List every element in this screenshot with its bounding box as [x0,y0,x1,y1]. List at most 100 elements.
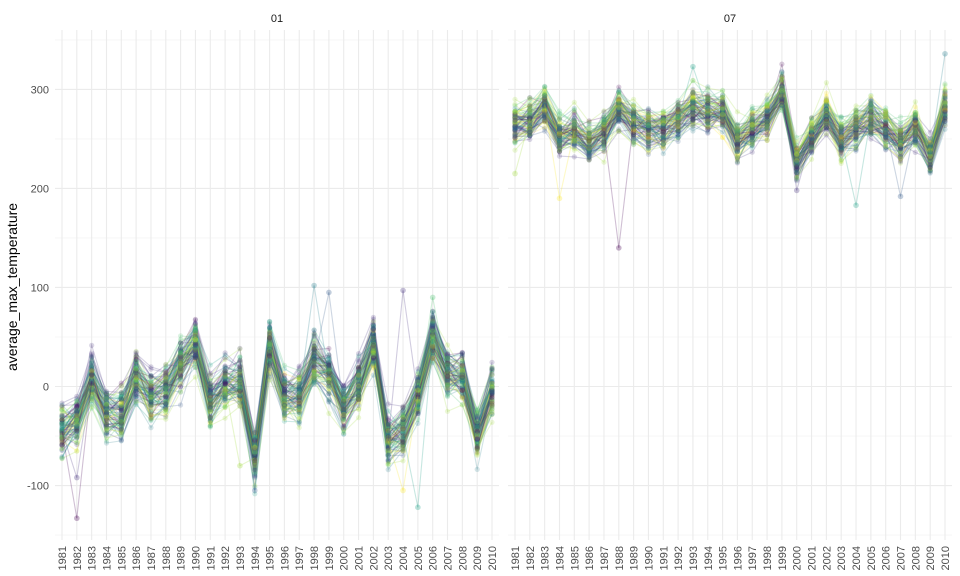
series-line [514,89,946,156]
data-point [296,384,302,390]
series-line [61,321,493,449]
data-point [385,443,391,449]
data-point [430,318,436,324]
data-point [133,367,139,373]
data-point [281,405,287,411]
series-line [514,89,946,155]
data-point [237,369,243,375]
data-point [118,414,124,420]
series-line [514,105,946,179]
data-point [89,380,95,386]
data-point [89,403,95,410]
series-line [514,74,946,163]
data-point [148,399,154,405]
data-point [192,338,198,344]
data-point [601,109,607,115]
data-point [415,408,421,415]
data-point [370,354,376,360]
data-point [118,406,124,412]
series-line [514,90,946,159]
series-line [514,83,946,163]
data-point [444,364,451,370]
data-point [459,402,465,408]
series-line [514,106,946,174]
data-point [148,388,154,394]
data-point [192,325,198,331]
data-point [74,433,80,439]
data-point [571,154,577,160]
data-point [474,430,480,436]
data-point [148,364,154,370]
data-point [118,422,124,428]
data-point [370,348,376,354]
data-point [415,376,421,382]
data-point [370,372,376,378]
data-point [459,393,465,399]
data-point [103,417,110,423]
data-point [430,351,436,357]
data-point [267,335,273,341]
data-point [489,359,495,365]
data-point [897,119,904,125]
series-line [514,94,946,181]
data-point [385,431,391,437]
series-line [61,329,493,459]
data-point [705,88,711,95]
data-point [444,351,451,357]
data-point [148,400,154,406]
data-point [74,448,80,454]
data-point [311,375,317,381]
data-point [178,336,184,342]
data-point [207,395,213,401]
data-point [474,406,480,412]
data-point [133,356,139,362]
data-point [252,491,258,497]
series-line [61,329,493,451]
data-point [237,375,243,381]
data-point [207,392,213,398]
data-point [178,358,184,364]
data-point [148,372,154,379]
data-point [237,398,243,404]
data-point [281,413,287,419]
data-point [178,362,184,368]
data-point [89,372,95,378]
data-point [252,442,258,448]
data-point [178,353,184,359]
series-line [514,87,946,172]
data-point [59,419,65,425]
data-point [356,395,362,401]
data-point [415,399,421,405]
data-point [89,379,95,385]
data-point [296,410,302,416]
series-line [514,87,946,153]
data-point [207,400,213,406]
data-point [103,423,110,429]
data-point [341,391,347,397]
series-line [61,341,493,472]
series-line [61,350,493,478]
series-line [61,327,493,465]
data-point [59,412,65,418]
data-point [207,423,213,429]
data-point [267,319,273,326]
data-point [89,387,95,394]
data-point [59,456,65,462]
data-point [192,343,198,349]
series-line [514,97,946,159]
data-point [222,392,228,398]
data-point [222,386,228,392]
series-line [514,88,946,163]
data-point [430,323,436,329]
data-point [207,402,213,408]
data-point [415,366,421,372]
series-line [61,346,493,464]
data-point [59,420,65,426]
data-point [237,388,243,394]
data-point [444,391,451,397]
data-point [311,353,317,359]
data-point [237,371,243,377]
data-point [252,448,258,454]
series-line [514,86,946,162]
data-point [341,431,347,437]
